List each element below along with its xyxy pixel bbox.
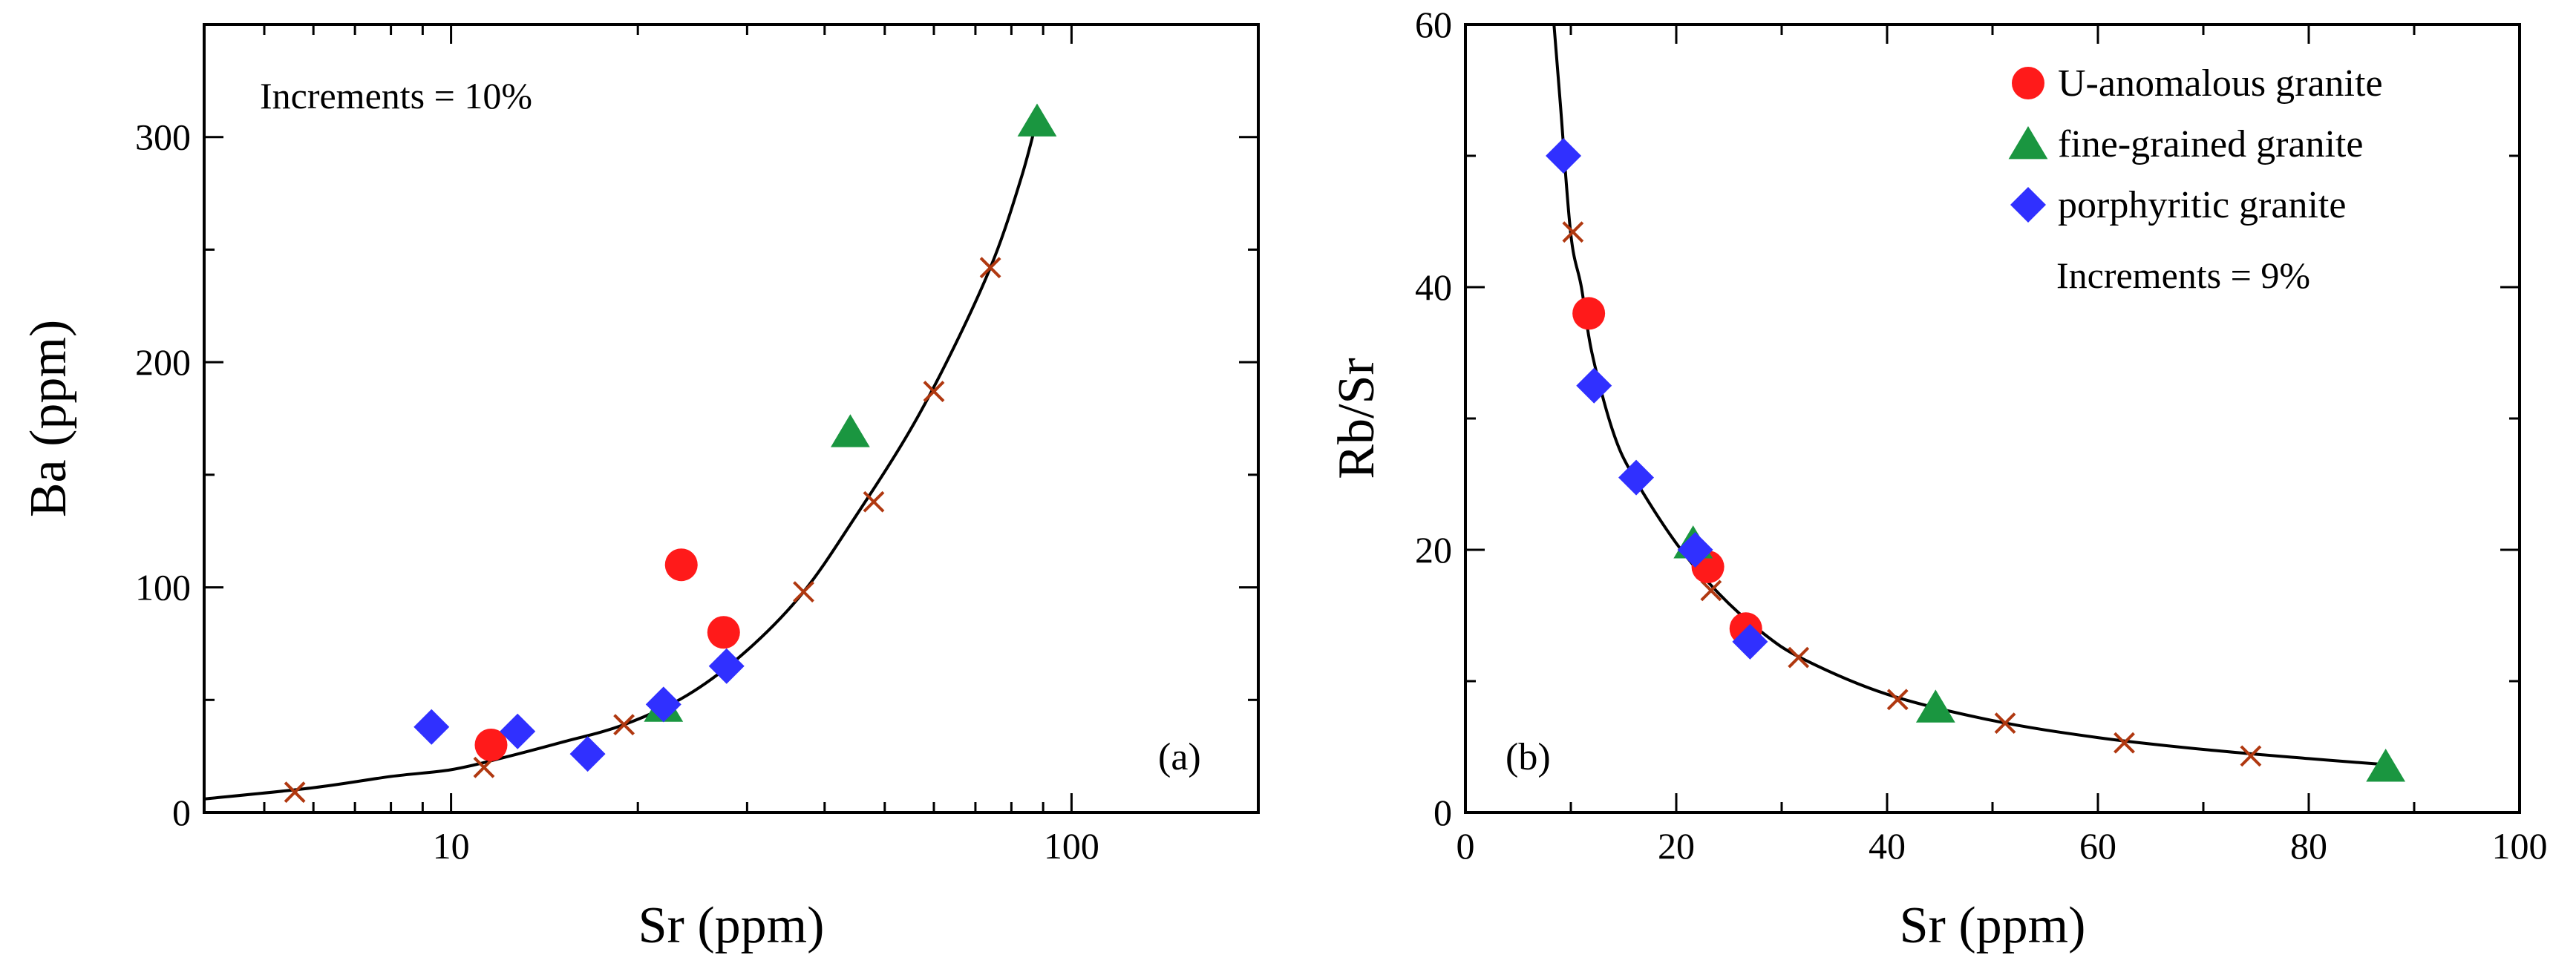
panel-a-label: (a)	[1158, 736, 1201, 778]
panel-a-y-axis-title: Ba (ppm)	[20, 320, 77, 517]
panel-b-increment-marker	[2240, 745, 2262, 767]
panel-a-increment-marker-stroke-2	[979, 257, 1001, 279]
panel-b-increment-marker	[1886, 689, 1909, 711]
legend-circle-icon	[2012, 67, 2044, 99]
panel-a-triangle-point	[830, 414, 870, 447]
legend-diamond-icon	[2010, 187, 2046, 223]
panel-b-x-tick-label: 0	[1457, 825, 1475, 867]
panel-a-increment-marker	[979, 257, 1001, 279]
panel-a-increment-marker	[613, 714, 635, 736]
panel-a-annotation: Increments = 10%	[260, 75, 532, 116]
panel-a-increment-marker-stroke-2	[793, 581, 814, 603]
panel-b-circle-point	[1572, 297, 1606, 330]
panel-a-diamond-point	[708, 648, 745, 684]
panel-b-marks	[1546, 24, 2406, 782]
panel-a-circle-point	[664, 548, 698, 582]
panel-b-increment-marker-stroke-2	[1994, 712, 2016, 735]
panel-b-increment-marker-stroke-2	[1700, 579, 1722, 602]
panel-a-increment-marker	[284, 781, 306, 804]
panel-a-chart: 10 100 0 100 200 300 Increments = 10% (a) Sr …	[20, 23, 1260, 954]
legend-triangle-icon	[2008, 126, 2048, 160]
panel-b-increment-marker	[1994, 712, 2016, 735]
panel-a-diamond-point	[569, 736, 606, 772]
panel-b-x-tick-label: 60	[2079, 825, 2116, 867]
panel-a-y-tick-label: 300	[135, 116, 191, 158]
panel-b-increment-marker	[1788, 646, 1810, 669]
panel-a-x-tick-label: 100	[1044, 825, 1099, 867]
panel-b-label: (b)	[1506, 736, 1551, 778]
panel-b-increment-marker-stroke-2	[2114, 732, 2135, 754]
legend-item: U-anomalous granite	[2012, 62, 2383, 105]
panel-a-diamond-point	[413, 709, 450, 745]
panel-a-increment-marker-stroke-2	[923, 381, 945, 403]
panel-a-x-axis-title: Sr (ppm)	[638, 897, 825, 954]
panel-a-increment-marker	[923, 381, 945, 403]
legend-label: U-anomalous granite	[2058, 62, 2383, 105]
panel-a-ticks: 10 100 0 100 200 300	[135, 23, 1260, 867]
panel-b-x-tick-label: 80	[2290, 825, 2327, 867]
panel-a-y-tick-label: 0	[172, 792, 191, 833]
panel-a-model-curve	[204, 118, 1039, 801]
panel-a-frame	[203, 23, 1260, 814]
panel-a-y-tick-label: 200	[135, 341, 191, 383]
panel-a-increment-marker	[863, 490, 885, 513]
panel-b-increment-marker-stroke-2	[1886, 689, 1909, 711]
legend-item: fine-grained granite	[2008, 123, 2363, 165]
panel-a-increment-marker-stroke-2	[613, 714, 635, 736]
panel-b-x-tick-label: 20	[1658, 825, 1695, 867]
panel-b-y-tick-label: 60	[1415, 4, 1452, 45]
panel-b-triangle-point	[1915, 689, 1955, 723]
panel-a-diamond-point	[645, 686, 681, 723]
panel-a-increment-marker-stroke-2	[863, 490, 885, 513]
panel-a-circle-point	[707, 616, 740, 649]
panel-b-increment-marker-stroke-2	[1788, 646, 1810, 669]
panel-b-triangle-point	[2366, 749, 2406, 782]
panel-a-circle-point	[474, 728, 508, 761]
panel-a-y-tick-label: 100	[135, 567, 191, 608]
panel-b-x-tick-label: 100	[2492, 825, 2548, 867]
legend-item: porphyritic granite	[2010, 184, 2346, 226]
legend-label: porphyritic granite	[2058, 184, 2346, 226]
panel-b-increment-marker	[1562, 221, 1584, 243]
panel-a-increment-marker	[793, 581, 814, 603]
panel-b-increment-marker	[1700, 579, 1722, 602]
panel-b-y-axis-title: Rb/Sr	[1328, 358, 1385, 479]
panel-b-ticks: 0 20 40 60 80 100 0 20 40 60	[1415, 4, 2548, 867]
panel-a-diamond-point	[500, 713, 536, 749]
legend: U-anomalous granite fine-grained granite p…	[2008, 62, 2383, 226]
panel-b-diamond-point	[1618, 459, 1655, 496]
panel-b-y-tick-label: 0	[1434, 792, 1452, 833]
panel-a-marks	[204, 103, 1057, 804]
legend-label: fine-grained granite	[2058, 123, 2363, 165]
panel-b-diamond-point	[1576, 367, 1612, 404]
panel-a-triangle-point	[1017, 103, 1057, 137]
panel-b-y-tick-label: 40	[1415, 266, 1452, 308]
panel-b-increment-marker-stroke-2	[2240, 745, 2262, 767]
panel-b-increment-marker-stroke-2	[1562, 221, 1584, 243]
panel-b-model-curve	[1552, 24, 2393, 767]
panel-b-x-tick-label: 40	[1869, 825, 1906, 867]
panel-b-diamond-point	[1546, 138, 1582, 174]
panel-b-annotation: Increments = 9%	[2056, 255, 2310, 296]
panel-b-y-tick-label: 20	[1415, 529, 1452, 571]
panel-a-increment-marker-stroke-2	[284, 781, 306, 804]
panel-b-x-axis-title: Sr (ppm)	[1900, 897, 2086, 954]
panel-a-x-tick-label: 10	[433, 825, 470, 867]
panel-b-diamond-point	[1732, 623, 1768, 660]
panel-b-diamond-point	[1677, 532, 1713, 568]
panel-b-increment-marker	[2114, 732, 2135, 754]
